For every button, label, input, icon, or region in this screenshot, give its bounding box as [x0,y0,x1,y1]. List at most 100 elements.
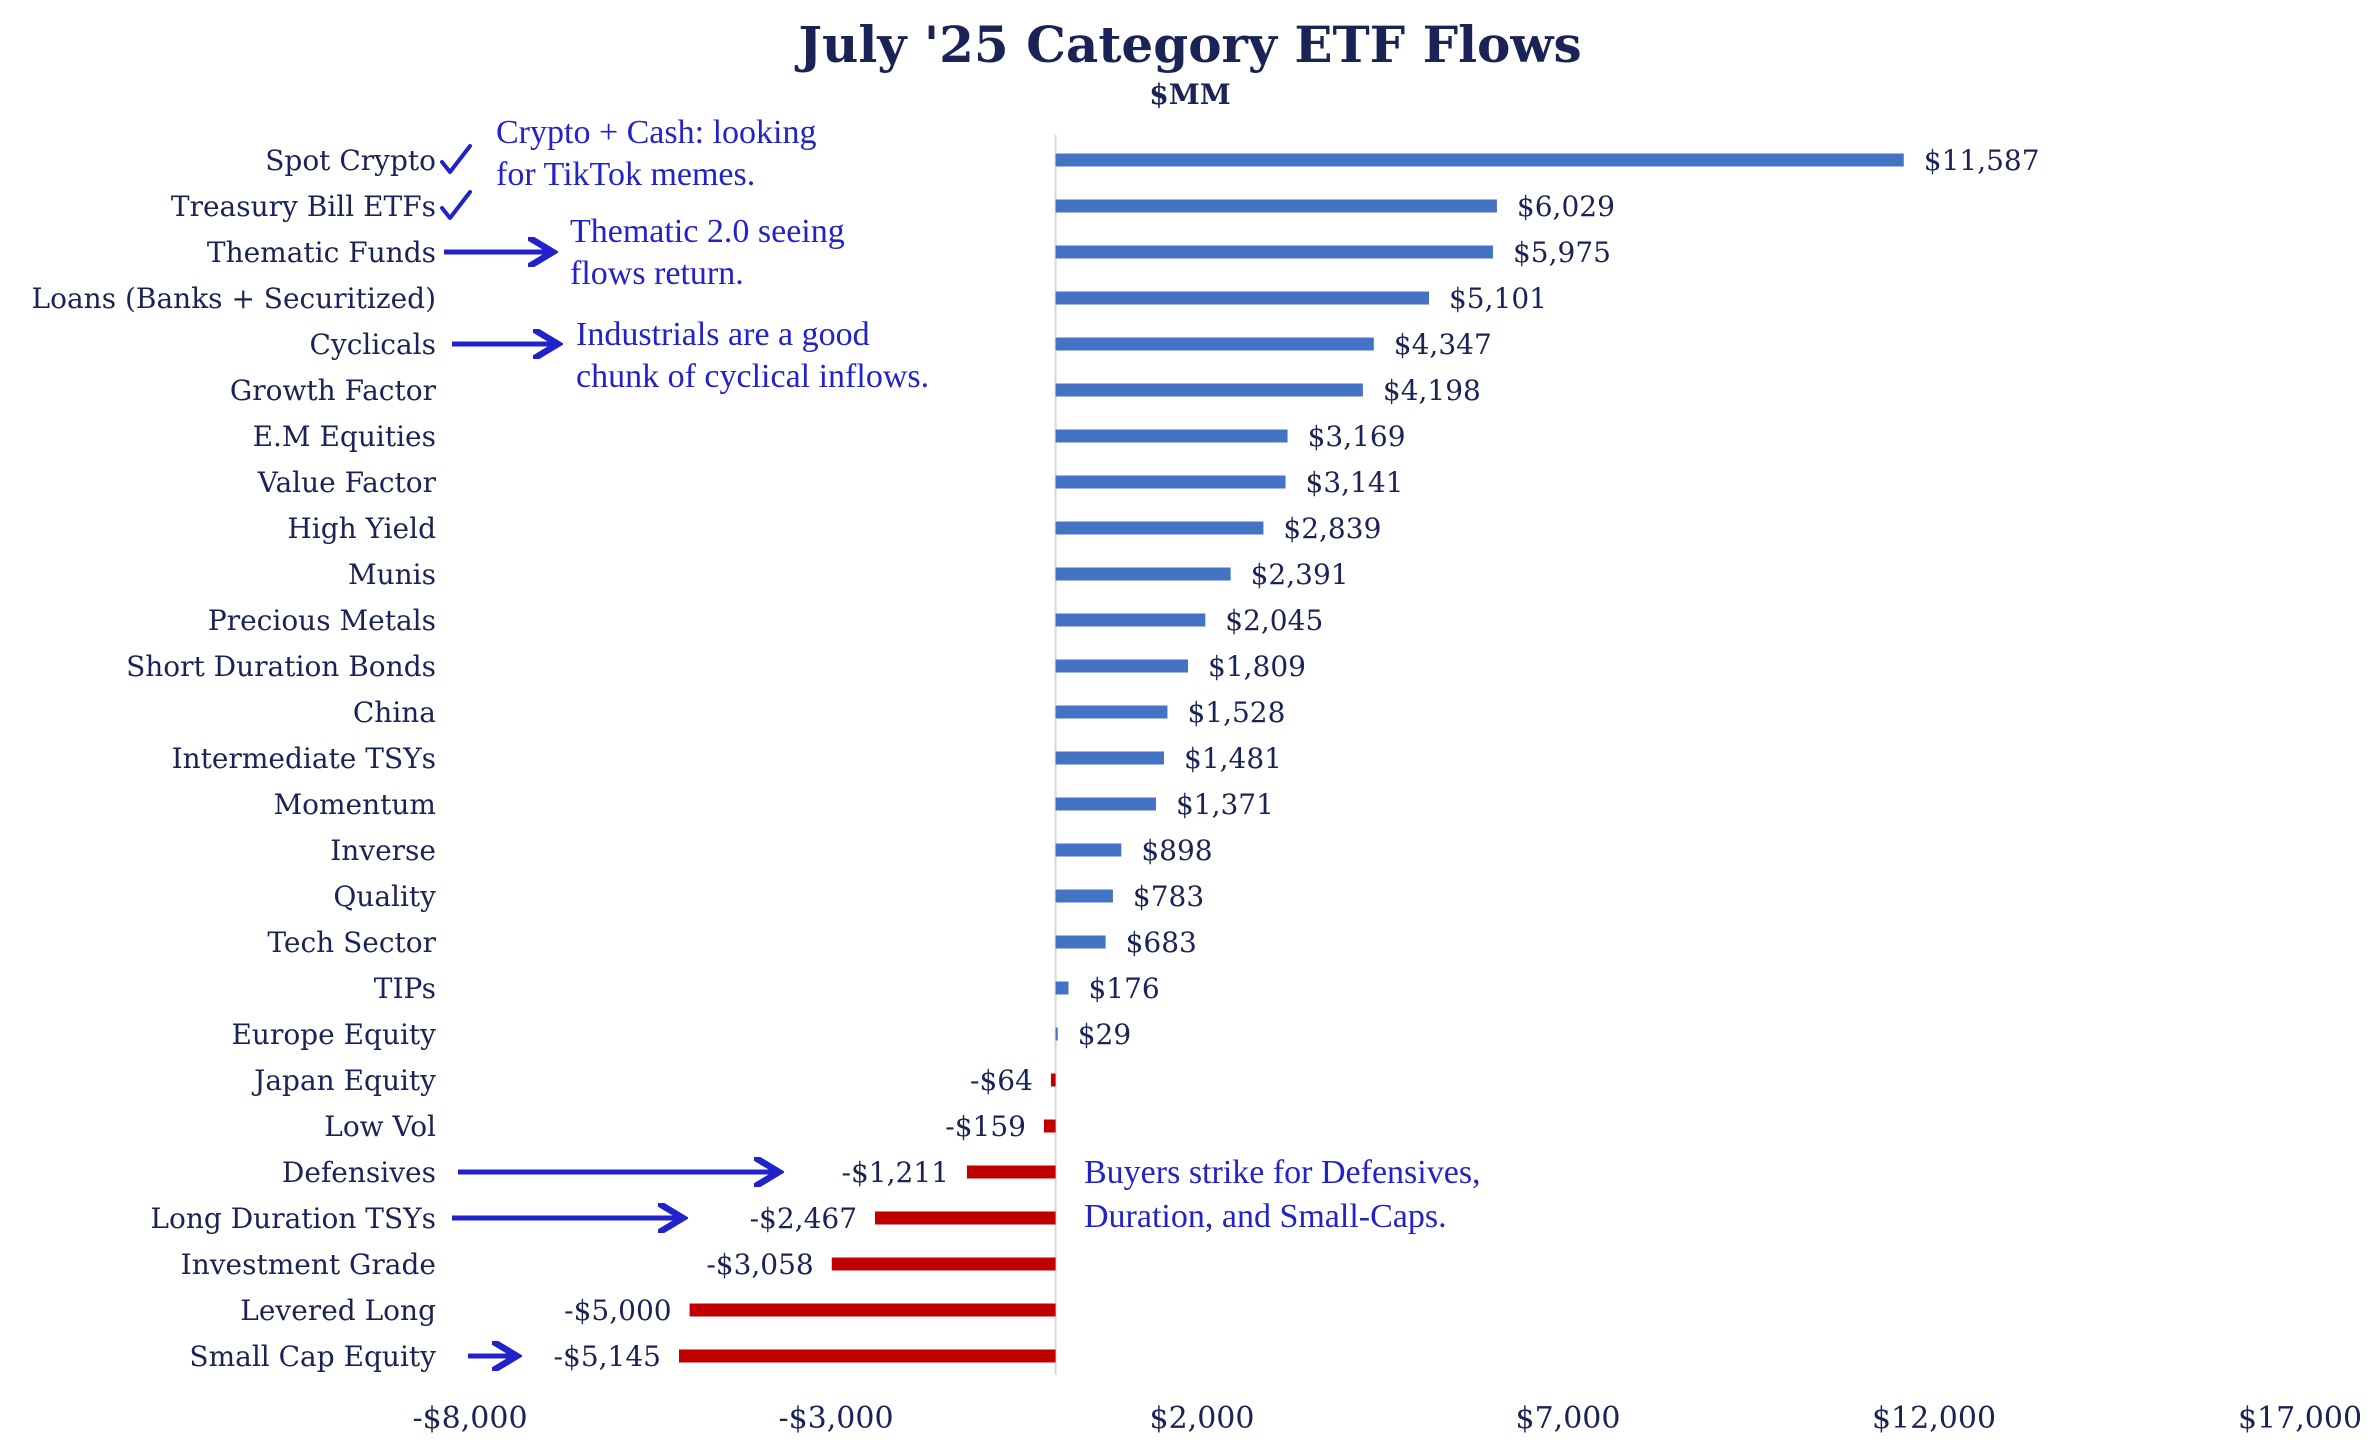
category-label: Quality [333,880,436,913]
bar [1055,889,1113,903]
check-icon [440,190,472,220]
value-label: -$3,058 [706,1248,813,1281]
bar [1055,245,1493,259]
bar [875,1211,1056,1225]
value-label: $4,347 [1394,328,1492,361]
x-tick-label: $17,000 [2238,1401,2362,1436]
bar [678,1349,1056,1363]
value-label: $176 [1088,972,1159,1005]
value-labels: $11,587 $6,029 $5,975 $5,101 $4,347 $4,198 $3,… [554,144,2040,1373]
category-label: Momentum [273,788,436,821]
value-label: -$64 [970,1064,1033,1097]
category-label: Levered Long [240,1294,436,1327]
category-label: Low Vol [324,1110,436,1143]
bar [1055,751,1165,765]
x-tick-label: $7,000 [1516,1401,1621,1436]
bar [1055,199,1497,213]
value-label: $2,839 [1283,512,1381,545]
category-label: Japan Equity [251,1064,436,1097]
bar [1055,613,1206,627]
bar [1055,1027,1058,1041]
x-tick-label: -$3,000 [778,1401,893,1436]
x-axis-ticks: -$8,000 -$3,000 $2,000 $7,000 $12,000 $17,000 [412,1401,2362,1436]
category-labels: Spot Crypto Treasury Bill ETFs Thematic Fu… [32,144,437,1373]
x-tick-label: $2,000 [1150,1401,1255,1436]
annotation-text: Industrials are a good [576,316,870,353]
value-label: -$2,467 [750,1202,857,1235]
bar [1055,981,1069,995]
value-label: $1,809 [1208,650,1306,683]
bar [1043,1119,1056,1133]
category-label: Inverse [330,834,436,867]
category-label: Precious Metals [208,604,436,637]
value-label: $2,391 [1251,558,1349,591]
annotation-text: for TikTok memes. [496,156,755,193]
x-tick-label: -$8,000 [412,1401,527,1436]
bar [1055,797,1156,811]
value-label: $1,528 [1187,696,1285,729]
category-label: TIPs [374,972,436,1005]
category-label: Munis [348,558,436,591]
category-label: Thematic Funds [207,236,436,269]
annotation-text: Duration, and Small-Caps. [1084,1198,1447,1235]
value-label: $683 [1126,926,1197,959]
bar [1055,659,1189,673]
category-label: High Yield [287,512,436,545]
bar [1050,1073,1056,1087]
category-label: China [353,696,436,729]
bar [1055,337,1374,351]
bar [1055,935,1106,949]
value-label: $2,045 [1225,604,1323,637]
check-icon [440,144,472,174]
category-label: Growth Factor [230,374,437,407]
value-label: -$1,211 [842,1156,949,1189]
bar [1055,843,1122,857]
value-label: $4,198 [1383,374,1481,407]
bar [1055,153,1904,167]
chart-subtitle: $MM [1149,78,1230,111]
value-label: -$5,000 [564,1294,671,1327]
value-label: $1,371 [1176,788,1274,821]
annotation-text: Thematic 2.0 seeing [570,213,845,250]
chart-title: July '25 Category ETF Flows [794,15,1581,74]
category-label: Cyclicals [309,328,436,361]
category-label: Long Duration TSYs [150,1202,436,1235]
bar [966,1165,1056,1179]
category-label: Europe Equity [231,1018,436,1051]
value-label: -$5,145 [554,1340,661,1373]
value-label: $5,101 [1449,282,1547,315]
category-label: Defensives [282,1156,436,1189]
category-label: E.M Equities [253,420,436,453]
annotation-text: flows return. [570,255,744,292]
annotation-text: Crypto + Cash: looking [496,114,816,151]
annotation-text: chunk of cyclical inflows. [576,358,929,395]
category-label: Small Cap Equity [189,1340,436,1373]
bar [1055,705,1168,719]
value-label: $29 [1078,1018,1131,1051]
bar [1055,429,1288,443]
bar [1055,383,1363,397]
value-label: $5,975 [1513,236,1611,269]
category-label: Treasury Bill ETFs [171,190,436,223]
bar [1055,475,1286,489]
bar [1055,291,1429,305]
value-label: -$159 [945,1110,1026,1143]
value-label: $3,141 [1306,466,1404,499]
annotations-layer: Crypto + Cash: looking for TikTok memes. T… [440,114,1481,1356]
category-label: Spot Crypto [265,144,436,177]
value-label: $898 [1141,834,1212,867]
annotation-text: Buyers strike for Defensives, [1084,1154,1481,1191]
category-label: Value Factor [257,466,437,499]
bar [1055,567,1231,581]
bar [831,1257,1056,1271]
category-label: Loans (Banks + Securitized) [32,282,436,315]
x-tick-label: $12,000 [1872,1401,1996,1436]
value-label: $6,029 [1517,190,1615,223]
category-label: Intermediate TSYs [172,742,436,775]
bar [1055,521,1264,535]
bar [689,1303,1056,1317]
category-label: Investment Grade [181,1248,436,1281]
category-label: Short Duration Bonds [126,650,436,683]
